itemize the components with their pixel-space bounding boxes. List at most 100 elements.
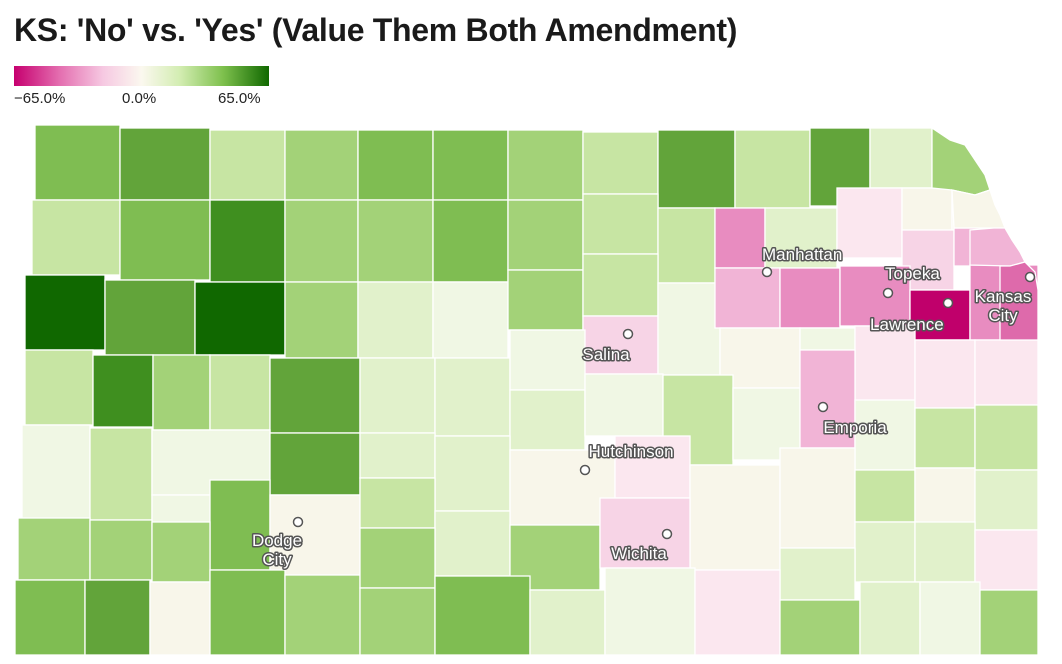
city-marker: Dodge City [250,516,304,571]
county-shape [359,357,436,434]
county-shape [359,477,436,529]
county-shape [92,354,154,428]
county-shape [854,469,916,523]
county-shape [434,357,511,437]
city-label: Emporia [823,418,887,437]
county-shape [694,569,781,656]
county-shape [901,229,955,291]
county-shape [599,497,691,569]
city-dot [817,401,829,413]
county-shape [714,267,781,329]
county-shape [149,581,211,656]
city-marker: Emporia [817,401,889,439]
county-shape [507,199,584,271]
county-shape [17,517,91,581]
county-shape [604,567,696,656]
map-title: KS: 'No' vs. 'Yes' (Value Them Both Amen… [14,12,738,48]
county-shape [14,579,86,656]
city-label: Salina [582,345,630,364]
county-shape [836,187,903,259]
county-shape [909,289,971,341]
county-shape [209,569,286,656]
county-shape [357,199,434,283]
county-shape [779,267,841,329]
city-label: Wichita [611,544,667,563]
county-shape [357,281,434,359]
city-marker: Salina [581,328,634,366]
county-shape [969,227,1026,267]
county-shape [734,129,811,209]
city-dot [942,297,954,309]
county-shape [854,325,916,402]
county-shape [434,435,511,512]
city-dot [661,528,673,540]
city-marker: Wichita [610,528,673,565]
county-shape [432,199,509,283]
county-shape [779,599,861,656]
county-shape [714,207,766,269]
city-dot [622,328,634,340]
county-shape [869,127,933,189]
county-shape [974,529,1039,591]
city-label: Dodge City [252,531,302,569]
county-shape [357,129,434,201]
county-shape [582,131,659,195]
county-shape [84,579,151,656]
county-shape [931,126,991,196]
legend-color-bar [14,66,269,86]
county-shape [269,357,361,434]
county-shape [657,282,721,376]
county-shape [432,129,509,201]
county-shape [152,354,211,431]
county-shape [974,469,1039,531]
city-dot [292,516,304,528]
county-shape [914,467,976,524]
city-label: Hutchinson [588,442,673,461]
county-shape [914,339,976,409]
county-shape [914,407,976,469]
county-shape [839,265,911,327]
city-dot [579,464,591,476]
county-shape [979,589,1039,656]
legend-tick-mid: 0.0% [122,90,157,107]
city-marker: Lawrence [869,297,954,336]
county-shape [509,329,586,391]
county-shape [24,274,106,351]
county-shape [859,581,921,656]
county-shape [31,199,121,276]
county-shape [209,354,271,431]
county-shape [657,129,736,209]
city-marker: Kansas City [973,271,1036,327]
county-shape [194,281,286,356]
city-marker: Hutchinson [579,441,675,476]
city-marker: Topeka [882,263,942,299]
legend-tick-min: −65.0% [14,90,66,107]
city-label: Lawrence [870,315,944,334]
county-shape [582,193,659,255]
county-shape [974,339,1039,406]
county-shape [509,449,616,526]
county-shape [951,189,1006,229]
county-shape [799,349,856,449]
county-shape [614,435,691,499]
city-label: Topeka [885,264,940,283]
county-shape [89,519,153,581]
county-shape [434,575,531,656]
county-shape [359,587,436,656]
county-shape [284,281,359,359]
county-shape [359,527,436,589]
county-shape [584,373,664,437]
county-shape [24,349,94,426]
county-shape [119,199,211,281]
county-shape [209,129,286,201]
city-dot [882,287,894,299]
county-shape [509,389,586,451]
county-shape [434,510,511,577]
county-shape [689,464,781,571]
city-layer: Manhattan Topeka Lawrence Kansas City Salina E… [250,244,1036,571]
county-shape [432,281,509,359]
county-layer [14,124,1039,656]
county-shape [657,207,716,284]
county-shape [21,424,91,521]
